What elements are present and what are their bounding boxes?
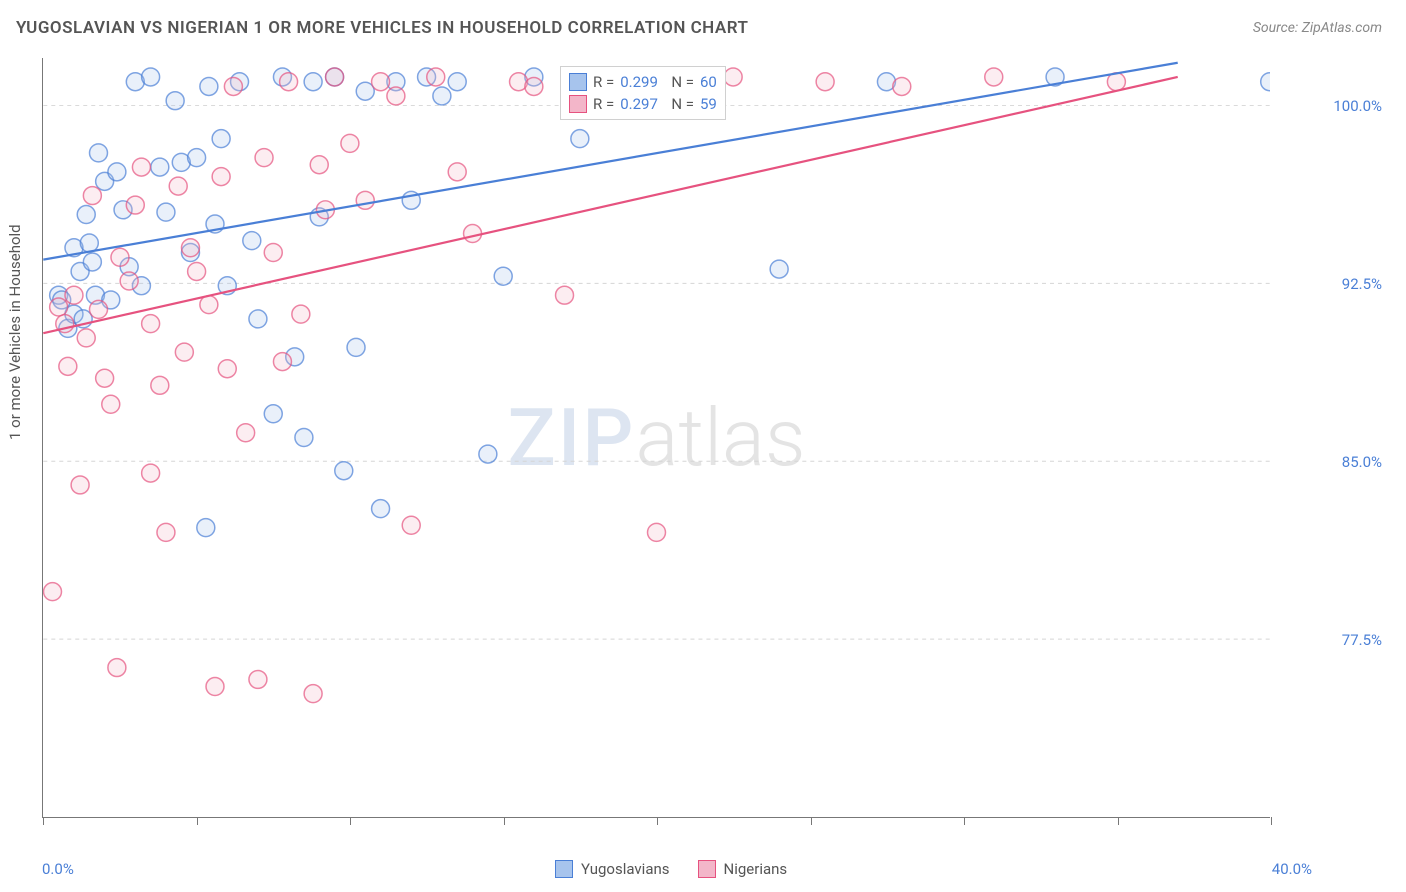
- legend-item-yugoslavians: Yugoslavians: [555, 860, 670, 878]
- y-tick-label: 100.0%: [1333, 97, 1382, 115]
- x-tick: [657, 817, 658, 825]
- x-tick: [350, 817, 351, 825]
- legend-item-nigerians: Nigerians: [698, 860, 788, 878]
- series-legend: Yugoslavians Nigerians: [555, 860, 787, 878]
- y-tick-label: 85.0%: [1342, 453, 1382, 471]
- legend-row-yugoslavians: R =0.299 N =60: [569, 71, 717, 93]
- chart-svg: [43, 58, 1270, 817]
- x-tick: [964, 817, 965, 825]
- x-tick-min: 0.0%: [42, 860, 74, 878]
- swatch-icon: [555, 860, 573, 878]
- chart-title: YUGOSLAVIAN VS NIGERIAN 1 OR MORE VEHICL…: [16, 18, 748, 38]
- plot-area: ZIPatlas: [42, 58, 1270, 818]
- swatch-icon: [698, 860, 716, 878]
- x-tick: [43, 817, 44, 825]
- x-tick: [197, 817, 198, 825]
- x-tick: [1271, 817, 1272, 825]
- x-tick: [811, 817, 812, 825]
- y-axis-label: 1 or more Vehicles in Household: [6, 224, 24, 440]
- swatch-nigerians: [569, 95, 587, 113]
- x-tick: [504, 817, 505, 825]
- x-tick: [1118, 817, 1119, 825]
- source-label: Source: ZipAtlas.com: [1253, 20, 1382, 36]
- correlation-legend: R =0.299 N =60 R =0.297 N =59: [560, 66, 726, 120]
- swatch-yugoslavians: [569, 73, 587, 91]
- x-tick-max: 40.0%: [1272, 860, 1312, 878]
- y-tick-label: 92.5%: [1342, 275, 1382, 293]
- y-tick-label: 77.5%: [1342, 631, 1382, 649]
- legend-row-nigerians: R =0.297 N =59: [569, 93, 717, 115]
